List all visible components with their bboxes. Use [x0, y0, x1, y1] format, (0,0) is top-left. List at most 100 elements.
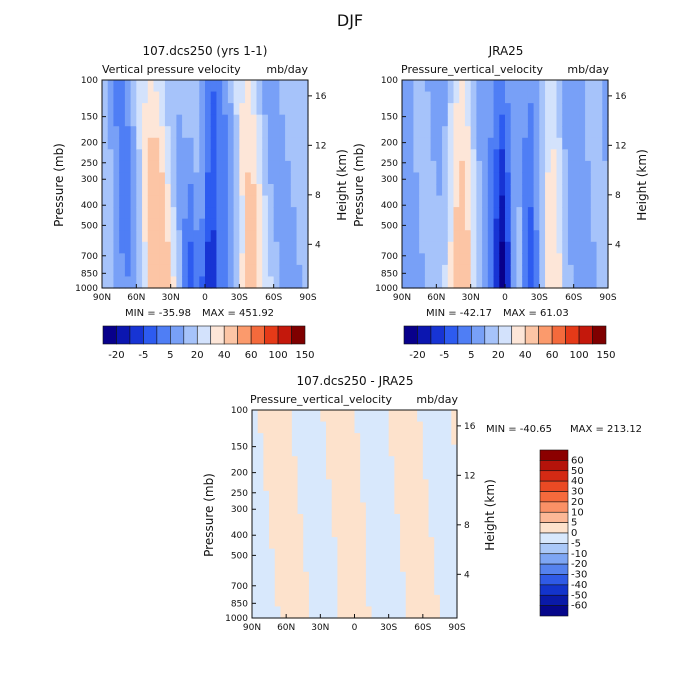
field-cell — [245, 184, 252, 197]
field-cell — [371, 433, 378, 446]
field-cell — [562, 126, 569, 139]
field-cell — [124, 253, 132, 266]
field-cell — [442, 172, 449, 185]
field-cell — [434, 490, 441, 504]
field-cell — [326, 421, 333, 434]
field-cell — [550, 207, 558, 220]
field-cell — [413, 218, 420, 231]
field-cell — [382, 444, 390, 457]
field-cell — [451, 548, 458, 561]
field-cell — [453, 160, 460, 174]
field-cell — [590, 149, 598, 162]
field-cell — [136, 241, 143, 254]
field-cell — [257, 490, 264, 504]
field-cell — [402, 80, 409, 93]
field-cell — [360, 514, 367, 527]
field-cell — [320, 514, 327, 527]
field-cell — [453, 195, 460, 208]
field-cell — [291, 606, 299, 619]
field-cell — [257, 410, 264, 423]
field-cell — [269, 433, 276, 446]
field-cell — [164, 230, 172, 243]
field-cell — [585, 253, 592, 266]
field-cell — [533, 103, 540, 116]
y2-tick-label: 4 — [464, 570, 470, 580]
field-cell — [482, 241, 489, 254]
field-cell — [436, 241, 443, 254]
field-cell — [562, 149, 569, 162]
field-cell — [436, 195, 443, 208]
field-cell — [227, 160, 235, 174]
field-cell — [439, 606, 447, 619]
field-cell — [308, 537, 316, 550]
field-cell — [297, 490, 304, 504]
field-cell — [394, 606, 401, 619]
field-cell — [377, 479, 384, 492]
field-cell — [476, 276, 483, 289]
field-cell — [354, 560, 361, 573]
field-cell — [113, 91, 120, 104]
field-cell — [119, 218, 126, 231]
field-cell — [119, 264, 126, 278]
field-cell — [470, 276, 477, 289]
field-cell — [205, 253, 212, 266]
field-cell — [199, 241, 206, 254]
field-cell — [533, 253, 540, 266]
field-cell — [291, 490, 299, 504]
field-cell — [170, 241, 177, 254]
field-cell — [550, 149, 558, 162]
field-cell — [562, 276, 569, 289]
field-cell — [290, 114, 298, 127]
y-tick-label: 500 — [231, 551, 248, 561]
field-cell — [267, 103, 275, 116]
field-cell — [343, 594, 350, 608]
field-cell — [263, 514, 270, 527]
field-cell — [413, 114, 420, 127]
x-tick-label: 60N — [277, 623, 295, 633]
field-cell — [256, 195, 263, 208]
field-cell — [273, 195, 280, 208]
field-cell — [262, 207, 269, 220]
field-cell — [176, 103, 183, 116]
field-cell — [354, 548, 361, 561]
field-cell — [545, 184, 552, 197]
field-cell — [493, 241, 500, 254]
field-cell — [269, 456, 276, 469]
field-cell — [596, 184, 603, 197]
field-cell — [263, 467, 270, 480]
field-cell — [388, 514, 395, 527]
field-cell — [516, 276, 523, 289]
field-cell — [290, 230, 298, 243]
field-cell — [505, 114, 512, 127]
field-cell — [442, 230, 449, 243]
field-cell — [434, 583, 441, 596]
field-cell — [434, 410, 441, 423]
y2-tick-label: 8 — [464, 521, 470, 531]
field-cell — [210, 230, 218, 243]
field-cell — [430, 126, 437, 139]
field-cell — [402, 160, 409, 174]
field-cell — [199, 126, 206, 139]
field-cell — [365, 583, 373, 596]
field-cell — [107, 91, 115, 104]
field-cell — [199, 207, 206, 220]
field-cell — [585, 172, 592, 185]
field-cell — [405, 537, 413, 550]
field-cell — [147, 264, 155, 278]
field-cell — [451, 421, 458, 434]
field-cell — [360, 490, 367, 504]
field-cell — [113, 160, 120, 174]
field-cell — [269, 479, 276, 492]
field-cell — [119, 276, 126, 289]
field-cell — [439, 421, 447, 434]
field-cell — [182, 103, 189, 116]
field-cell — [285, 80, 292, 93]
field-cell — [442, 91, 449, 104]
field-cell — [303, 467, 310, 480]
field-cell — [119, 126, 126, 139]
field-cell — [263, 594, 270, 608]
field-cell — [400, 594, 407, 608]
field-cell — [445, 490, 452, 504]
y2-tick-label: 16 — [615, 92, 627, 102]
